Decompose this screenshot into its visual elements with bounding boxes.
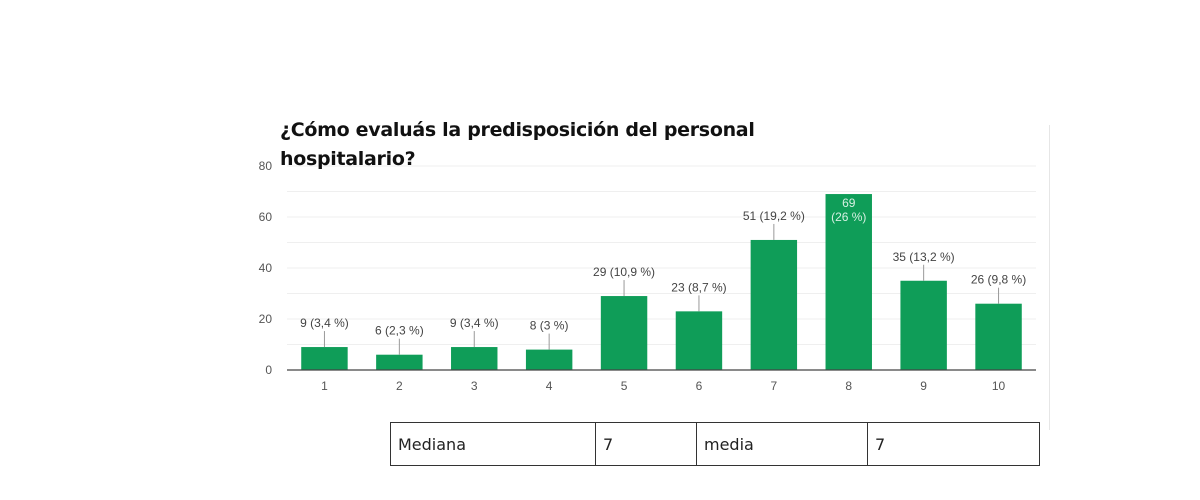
x-tick-label: 3 <box>471 379 478 393</box>
data-label: (26 %) <box>831 210 866 224</box>
bar <box>900 280 947 370</box>
x-tick-label: 4 <box>546 379 553 393</box>
data-label: 6 (2,3 %) <box>375 324 424 338</box>
data-label: 8 (3 %) <box>530 319 569 333</box>
chart-title-line-1: ¿Cómo evaluás la predisposición del pers… <box>280 119 755 141</box>
bar <box>975 303 1022 370</box>
bar <box>675 311 723 370</box>
y-tick-label: 60 <box>259 210 273 224</box>
bar <box>376 354 423 370</box>
data-label: 23 (8,7 %) <box>671 280 726 294</box>
y-tick-label: 80 <box>259 159 273 173</box>
stats-table: Mediana 7 media 7 <box>390 422 1040 466</box>
x-tick-label: 8 <box>845 379 852 393</box>
stats-row: Mediana 7 media 7 <box>390 422 1040 466</box>
median-label: Mediana <box>390 422 596 466</box>
data-label: 51 (19,2 %) <box>743 209 805 223</box>
bar <box>750 239 798 370</box>
y-tick-label: 20 <box>259 312 273 326</box>
x-tick-label: 6 <box>696 379 703 393</box>
x-tick-label: 7 <box>771 379 778 393</box>
data-label: 29 (10,9 %) <box>593 265 655 279</box>
chart-title-line-2: hospitalario? <box>280 148 416 170</box>
x-tick-label: 2 <box>396 379 403 393</box>
median-value: 7 <box>595 422 697 466</box>
chart-title: ¿Cómo evaluás la predisposición del pers… <box>280 116 800 174</box>
bar-chart: 0 20 40 60 80 9 (3,4 %) 1 6 (2,3 %) 2 9 (3,4 %) 3 8… <box>259 159 1036 393</box>
mean-value: 7 <box>867 422 1040 466</box>
x-tick-label: 5 <box>621 379 628 393</box>
data-label: 9 (3,4 %) <box>300 316 349 330</box>
data-label: 69 <box>842 196 856 210</box>
chart-frame-border <box>1049 125 1050 430</box>
bar <box>600 296 648 370</box>
y-tick-label: 40 <box>259 261 273 275</box>
data-label: 26 (9,8 %) <box>971 273 1026 287</box>
bar <box>451 347 498 370</box>
x-tick-label: 9 <box>920 379 927 393</box>
x-tick-label: 1 <box>321 379 328 393</box>
y-tick-label: 0 <box>265 363 272 377</box>
bar <box>825 194 872 370</box>
data-label: 35 (13,2 %) <box>893 250 955 264</box>
bar <box>525 349 573 370</box>
mean-label: media <box>696 422 868 466</box>
data-label: 9 (3,4 %) <box>450 316 499 330</box>
x-tick-label: 10 <box>992 379 1006 393</box>
bar <box>301 347 348 370</box>
